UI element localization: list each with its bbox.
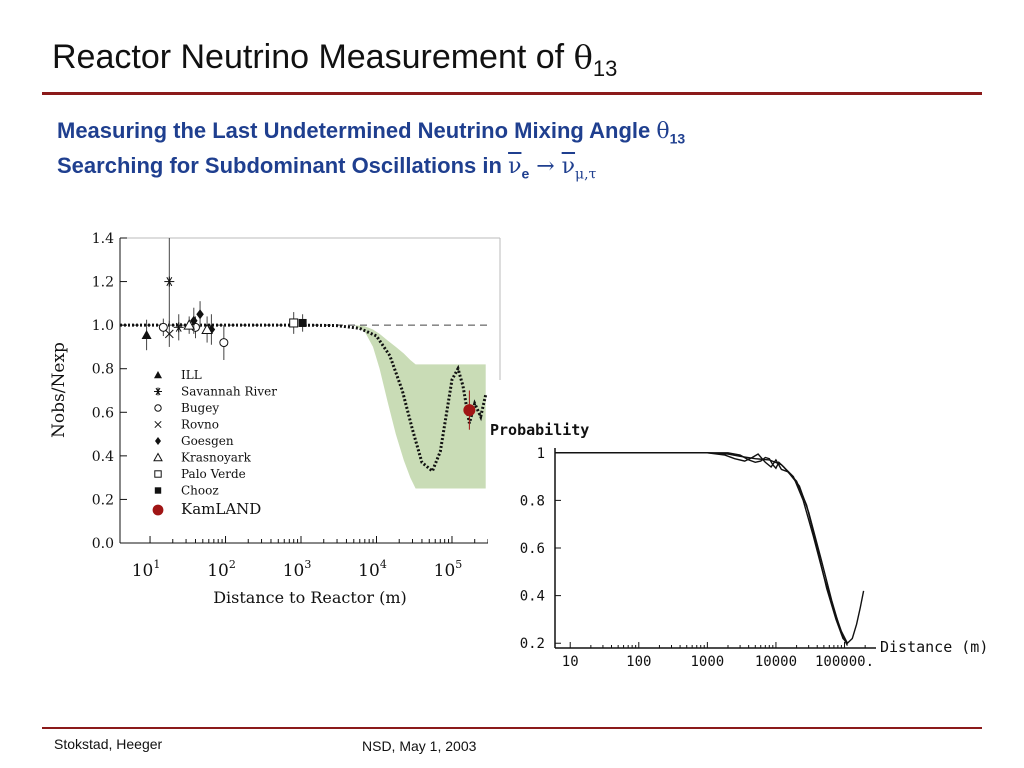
y-tick-label: 0.2 (520, 636, 545, 652)
antineutrino-mutau-sub: μ,τ (575, 166, 597, 183)
inset-panel (488, 380, 1008, 685)
x-tick-label: 103 (283, 558, 312, 581)
legend-entry: Rovno (181, 418, 219, 432)
marker (164, 329, 174, 339)
series-savannah-river (164, 238, 184, 341)
marker (201, 323, 213, 334)
footer-divider (42, 727, 982, 729)
y-tick-label: 0.8 (520, 493, 545, 509)
probability-curve-2 (555, 452, 848, 644)
y-tick-label: 1.2 (92, 275, 114, 291)
marker (152, 504, 164, 516)
y-tick-label: 0.2 (92, 492, 114, 508)
legend-entry: Bugey (181, 401, 219, 415)
series-krasnoyark (183, 316, 213, 343)
x-tick-label: 1000 (691, 654, 725, 670)
x-tick-label: 105 (434, 558, 463, 581)
antineutrino-e-sub: e (521, 165, 530, 182)
footer-date: NSD, May 1, 2003 (362, 738, 477, 754)
subtitle-2-text: Searching for Subdominant Oscillations i… (57, 153, 509, 178)
marker (141, 329, 152, 339)
marker (463, 404, 476, 417)
y-tick-label: 1.0 (92, 318, 114, 334)
title-divider (42, 92, 982, 95)
oscillation-curve (120, 323, 488, 474)
exclusion-band (353, 325, 486, 489)
marker (154, 371, 162, 379)
marker (154, 404, 162, 412)
x-tick-label: 104 (358, 558, 387, 581)
antineutrino-e-symbol: ν (508, 154, 522, 179)
y-tick-label: 0.6 (92, 405, 114, 421)
series-chooz (298, 314, 307, 332)
y-tick-label: 0.4 (520, 589, 545, 605)
x-axis-label: Distance to Reactor (m) (213, 588, 407, 607)
footer-author: Stokstad, Heeger (54, 736, 163, 752)
legend-entry: KamLAND (181, 500, 261, 518)
theta-subscript: 13 (592, 55, 618, 81)
legend-entry: Palo Verde (181, 467, 246, 481)
probability-curve-1 (555, 452, 865, 645)
marker (153, 452, 163, 462)
x-tick-label: 10000 (755, 654, 797, 670)
legend-entry: Krasnoyark (181, 451, 252, 465)
legend: ILL Savannah River Bugey Rovno Goesgen Krasno… (152, 368, 277, 518)
subtitle-1-sub: 13 (669, 130, 686, 147)
y-tick-label: 1.4 (92, 231, 114, 247)
y-tick-label: 0.4 (92, 449, 114, 465)
marker (154, 487, 162, 494)
theta-symbol: θ (573, 38, 593, 76)
marker (289, 318, 299, 328)
marker (219, 338, 229, 348)
x-tick-label: 102 (207, 558, 236, 581)
x-tick-label: 100000. (815, 654, 874, 670)
x-tick-label: 10 (562, 654, 579, 670)
subtitle-1-text: Measuring the Last Undetermined Neutrino… (57, 118, 657, 143)
y-tick-label: 1 (537, 446, 545, 462)
y-axis-label: Nobs/Nexp (49, 342, 69, 438)
legend-entry: Chooz (181, 484, 219, 498)
marker (154, 420, 162, 429)
marker (155, 437, 161, 445)
subtitle-1-theta: θ (656, 119, 670, 144)
y-axis-label: Probability (490, 421, 589, 439)
marker (298, 318, 307, 327)
x-axis-label: Distance (m) (880, 638, 988, 656)
series-ill (141, 319, 152, 351)
probability-curve-3 (555, 452, 849, 646)
legend-entry: Savannah River (181, 385, 277, 399)
subtitle-2: Searching for Subdominant Oscillations i… (57, 153, 596, 182)
arrow-symbol: → (529, 154, 562, 179)
y-tick-label: 0.0 (92, 536, 114, 552)
marker (158, 322, 168, 332)
legend-entry: Goesgen (181, 434, 234, 448)
x-tick-label: 101 (132, 558, 161, 581)
series-rovno (164, 320, 174, 347)
legend-entry: ILL (181, 368, 202, 382)
slide-title: Reactor Neutrino Measurement of θ13 (52, 38, 617, 82)
y-tick-label: 0.8 (92, 362, 114, 378)
antineutrino-mutau-symbol: ν (561, 154, 576, 179)
marker (196, 309, 204, 320)
y-tick-label: 0.6 (520, 541, 545, 557)
marker (154, 470, 162, 478)
x-tick-label: 100 (626, 654, 651, 670)
series-palo-verde (289, 312, 299, 334)
series-kamland (463, 390, 476, 430)
slide-title-text: Reactor Neutrino Measurement of (52, 38, 574, 76)
marker (183, 319, 196, 330)
marker (190, 315, 198, 326)
subtitle-1: Measuring the Last Undetermined Neutrino… (57, 118, 685, 146)
